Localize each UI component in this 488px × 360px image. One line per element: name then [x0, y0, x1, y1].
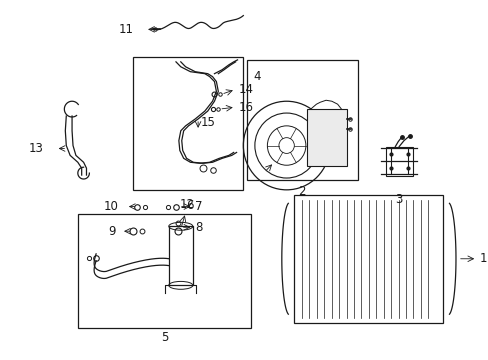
Text: 12: 12 — [180, 198, 195, 211]
Text: 14: 14 — [238, 83, 253, 96]
Bar — [385, 147, 412, 176]
Text: 16: 16 — [238, 101, 253, 114]
Bar — [294, 195, 443, 323]
Bar — [169, 226, 193, 285]
Bar — [132, 57, 243, 190]
Text: 7: 7 — [195, 200, 203, 213]
Text: 1: 1 — [479, 252, 487, 265]
Bar — [246, 60, 357, 180]
Text: 15: 15 — [201, 116, 215, 129]
Text: 10: 10 — [103, 200, 118, 213]
Bar — [78, 215, 250, 328]
Text: 4: 4 — [252, 70, 260, 83]
Text: 6: 6 — [186, 198, 194, 212]
Text: 5: 5 — [161, 330, 168, 344]
Text: 2: 2 — [298, 185, 305, 198]
Text: 13: 13 — [28, 142, 43, 155]
Text: 3: 3 — [395, 193, 402, 206]
Text: 11: 11 — [119, 23, 133, 36]
Text: 8: 8 — [195, 221, 202, 234]
Bar — [306, 109, 346, 166]
Text: 9: 9 — [108, 225, 115, 238]
